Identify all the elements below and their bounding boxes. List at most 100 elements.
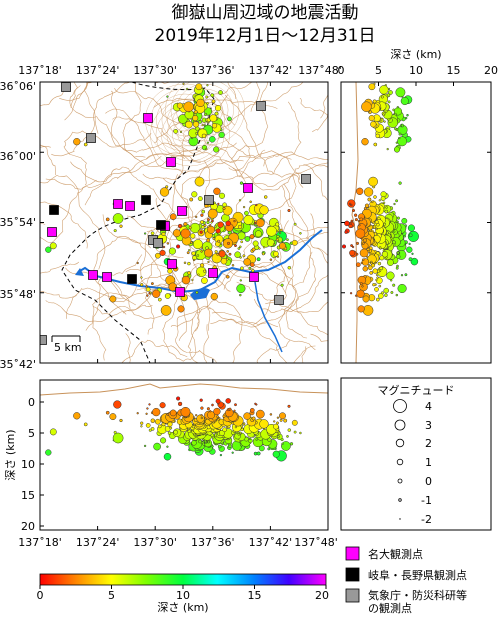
earthquake-marker [105, 217, 110, 222]
earthquake-marker [293, 430, 297, 434]
earthquake-marker [217, 221, 224, 228]
contour-line [263, 151, 328, 167]
contour-line [224, 94, 304, 188]
earthquake-marker [272, 450, 280, 458]
magnitude-label: 4 [425, 400, 432, 413]
earthquake-marker [185, 87, 189, 91]
earthquake-marker [252, 240, 259, 247]
earthquake-marker [395, 266, 399, 270]
magnitude-label: 1 [425, 456, 432, 469]
earthquake-marker [200, 414, 203, 417]
contour-line [236, 225, 295, 302]
contour-line [254, 274, 328, 313]
bottom-depth-ytick: 20 [21, 520, 35, 533]
bottom-depth-ytick: 15 [21, 489, 35, 502]
earthquake-marker [200, 225, 205, 229]
earthquake-marker [215, 398, 221, 404]
earthquake-marker [177, 305, 185, 313]
earthquake-marker [248, 437, 252, 441]
earthquake-marker [236, 283, 246, 294]
earthquake-marker [289, 442, 294, 446]
earthquake-marker [199, 398, 203, 402]
contour-line [63, 130, 152, 185]
colorbar-gradient [39, 573, 327, 586]
earthquake-marker [195, 83, 203, 91]
earthquake-marker [372, 268, 378, 274]
earthquake-marker [279, 228, 283, 232]
earthquake-marker [349, 249, 356, 256]
earthquake-marker [179, 130, 183, 134]
earthquake-marker [201, 209, 206, 214]
earthquake-marker [258, 247, 261, 250]
earthquake-marker [368, 176, 378, 187]
nagoya-station-marker [167, 259, 177, 269]
contour-line [45, 153, 185, 190]
earthquake-marker [377, 261, 382, 266]
earthquake-marker [255, 218, 265, 228]
earthquake-marker [214, 250, 218, 254]
contour-line [320, 94, 328, 119]
earthquake-marker [196, 254, 200, 257]
contour-line [199, 150, 292, 183]
earthquake-marker [261, 252, 265, 256]
jma_nied-station-marker [61, 82, 71, 92]
earthquake-marker [353, 213, 358, 217]
nagoya-station-marker [113, 199, 123, 209]
earthquake-marker [150, 282, 154, 286]
earthquake-marker [109, 413, 117, 421]
earthquake-marker [215, 228, 221, 234]
right-section-earthquakes [341, 82, 419, 316]
jma_nied-station-marker [40, 335, 47, 345]
map-lat-tick: 36˚00' [0, 150, 36, 163]
earthquake-marker [378, 284, 382, 288]
colorbar-tick: 20 [315, 589, 329, 602]
earthquake-marker [244, 236, 251, 242]
earthquake-marker [239, 181, 244, 185]
contour-line [162, 265, 198, 362]
earthquake-marker [233, 219, 236, 223]
earthquake-marker [256, 451, 261, 456]
jma_nied-station-marker [301, 174, 311, 184]
earthquake-marker [226, 241, 231, 245]
earthquake-marker [233, 409, 236, 412]
right-depth-tick: 20 [484, 64, 498, 77]
earthquake-marker [211, 99, 216, 104]
earthquake-marker [152, 289, 161, 298]
earthquake-marker [177, 223, 183, 229]
bottom-lon-tick: 137˚24' [76, 536, 120, 549]
magnitude-circle-2 [395, 438, 405, 448]
earthquake-marker [376, 276, 379, 279]
earthquake-marker [383, 287, 389, 294]
earthquake-marker [390, 291, 394, 294]
earthquake-marker [373, 195, 377, 199]
contour-line [265, 300, 328, 313]
earthquake-marker [364, 203, 370, 208]
earthquake-marker [119, 224, 123, 228]
earthquake-marker [150, 427, 155, 431]
earthquake-marker [234, 251, 241, 258]
magnitude-label: 2 [425, 437, 432, 450]
earthquake-marker [259, 419, 269, 429]
earthquake-marker [112, 432, 124, 444]
earthquake-marker [293, 222, 297, 226]
earthquake-marker [242, 205, 246, 209]
contour-line [170, 299, 243, 363]
earthquake-marker [203, 224, 207, 227]
earthquake-marker [231, 451, 234, 454]
earthquake-marker [203, 124, 207, 127]
earthquake-marker [393, 230, 396, 233]
earthquake-marker [248, 266, 252, 270]
earthquake-marker [377, 293, 384, 299]
contour-line [153, 98, 278, 109]
earthquake-marker [136, 261, 139, 265]
earthquake-marker [341, 244, 347, 249]
earthquake-marker [393, 202, 396, 206]
map-lon-tick: 137˚18' [18, 64, 62, 77]
earthquake-marker [119, 418, 123, 423]
nagoya-station-marker [208, 268, 218, 278]
colorbar-tick: 0 [37, 589, 44, 602]
earthquake-marker [249, 200, 252, 204]
earthquake-marker [201, 133, 207, 139]
earthquake-marker [159, 249, 166, 256]
earthquake-marker [401, 217, 408, 224]
